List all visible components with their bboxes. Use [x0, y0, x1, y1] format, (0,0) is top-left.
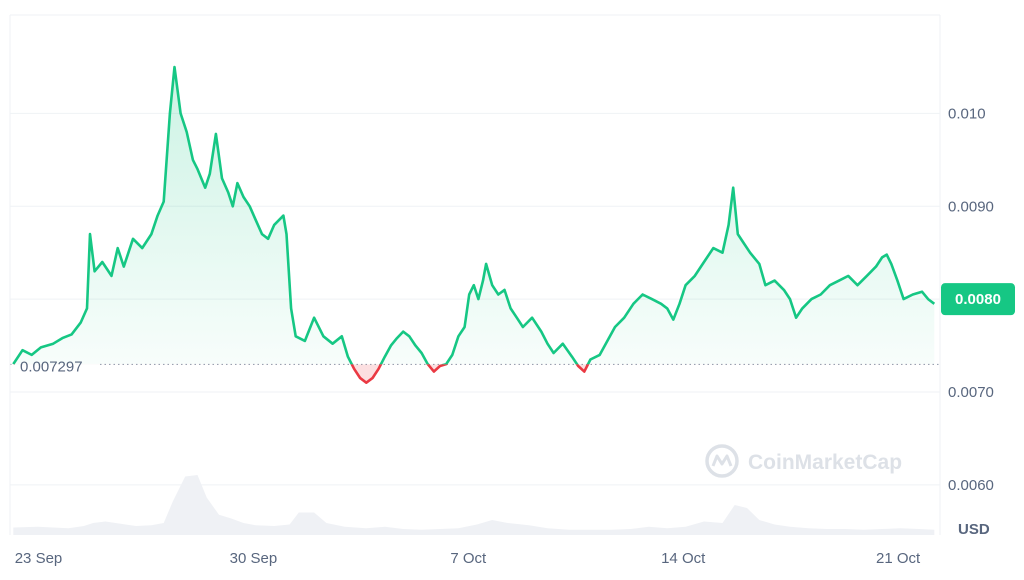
- area-above-reference: [13, 67, 935, 365]
- volume-shape: [13, 475, 935, 535]
- current-price-badge: 0.0080: [941, 283, 1015, 316]
- x-tick-label: 7 Oct: [450, 550, 487, 567]
- x-axis-ticks: 23 Sep 30 Sep 7 Oct 14 Oct 21 Oct: [15, 550, 921, 567]
- current-price-value: 0.0080: [955, 291, 1001, 308]
- price-line: [12, 65, 936, 384]
- y-tick-label: 0.0070: [948, 384, 994, 401]
- y-tick-label: 0.0090: [948, 198, 994, 215]
- price-line-up: [12, 65, 936, 365]
- reference-price-label: 0.007297: [20, 358, 83, 375]
- currency-label: USD: [958, 521, 990, 538]
- x-tick-label: 21 Oct: [876, 550, 921, 567]
- coinmarketcap-watermark: CoinMarketCap: [705, 444, 902, 478]
- x-tick-label: 30 Sep: [230, 550, 278, 567]
- x-tick-label: 23 Sep: [15, 550, 63, 567]
- y-axis-ticks: 0.0060 0.0070 0.0090 0.010: [948, 105, 994, 493]
- coinmarketcap-logo-icon: [705, 444, 739, 478]
- price-area-fill: [13, 67, 935, 383]
- area-below-reference: [351, 364, 588, 383]
- volume-area: [13, 475, 935, 535]
- watermark-text: CoinMarketCap: [748, 451, 902, 474]
- y-tick-label: 0.010: [948, 105, 986, 122]
- x-tick-label: 14 Oct: [661, 550, 706, 567]
- y-tick-label: 0.0060: [948, 477, 994, 494]
